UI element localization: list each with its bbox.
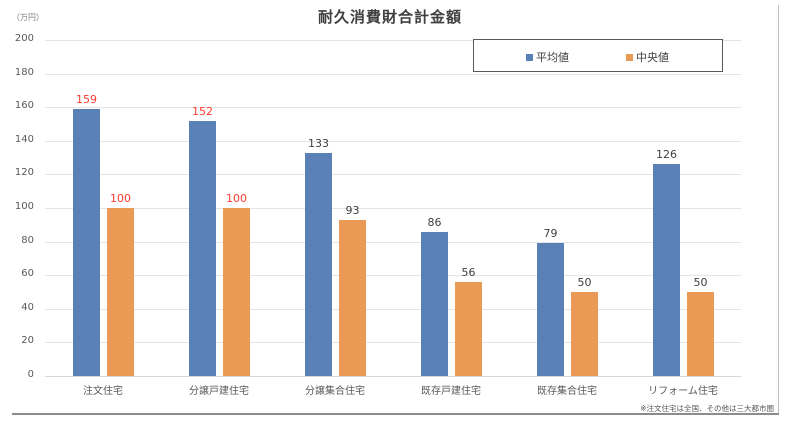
data-label: 79 (543, 227, 558, 241)
legend-swatch-orange-icon (626, 53, 633, 61)
bar-average (653, 164, 680, 376)
bar-median (223, 208, 250, 376)
y-tick-label: 120 (14, 167, 34, 179)
data-label: 50 (577, 276, 592, 289)
frame-bottom-border (12, 413, 779, 415)
y-tick-label: 200 (14, 33, 34, 44)
bar-average (73, 108, 100, 376)
data-label: 100 (226, 192, 247, 205)
x-category-label: 分譲戸建住宅 (189, 386, 249, 397)
legend: 平均値 中央値 (473, 39, 723, 72)
y-tick-label: 60 (21, 268, 34, 280)
y-tick-label: 100 (14, 201, 34, 212)
y-tick-label: 40 (21, 301, 34, 313)
y-tick-label: 80 (21, 234, 34, 246)
bar-average (421, 231, 448, 376)
bar-average (537, 243, 564, 376)
bar-median (107, 208, 134, 376)
gridline-20 (45, 342, 741, 344)
data-label: 93 (345, 203, 360, 217)
y-tick-label: 160 (14, 100, 34, 112)
gridline-60 (45, 275, 741, 277)
footnote: ※注文住宅は全国、その他は三大都市圏 (640, 404, 774, 413)
y-tick-label: 180 (14, 66, 34, 78)
gridline-180 (45, 73, 741, 75)
data-label: 152 (192, 104, 213, 118)
legend-swatch-blue-icon (526, 53, 533, 61)
legend-item-average: 平均値 (526, 49, 569, 65)
gridline-140 (45, 140, 741, 142)
gridline-80 (45, 241, 741, 243)
chart-title: 耐久消費財合計金額 (317, 8, 462, 26)
bar-median (571, 292, 598, 376)
gridline-160 (45, 107, 741, 109)
bar-average (305, 152, 332, 376)
data-label: 126 (656, 148, 677, 162)
legend-item-median: 中央値 (626, 49, 669, 65)
data-label: 86 (427, 215, 442, 229)
x-category-label: 既存集合住宅 (537, 386, 597, 397)
y-axis-unit-label: （万円） (12, 13, 44, 22)
data-label: 100 (110, 192, 131, 205)
y-tick-label: 0 (27, 369, 34, 380)
x-axis-line (45, 376, 741, 377)
data-label: 133 (308, 136, 329, 150)
data-label: 50 (693, 276, 708, 289)
legend-label-average: 平均値 (536, 51, 569, 64)
frame-right-border (778, 5, 779, 415)
bar-average (189, 120, 216, 376)
x-category-label: リフォーム住宅 (648, 386, 718, 397)
data-label: 56 (461, 265, 476, 279)
gridline-120 (45, 174, 741, 176)
gridline-200 (45, 40, 741, 41)
y-tick-label: 20 (21, 335, 34, 347)
x-category-label: 注文住宅 (83, 386, 123, 397)
y-tick-label: 140 (14, 133, 34, 145)
gridline-40 (45, 308, 741, 310)
x-category-label: 分譲集合住宅 (305, 386, 365, 397)
gridline-100 (45, 208, 741, 209)
bar-median (687, 292, 714, 376)
bar-median (339, 219, 366, 376)
x-category-label: 既存戸建住宅 (421, 386, 481, 397)
bar-median (455, 281, 482, 376)
data-label: 159 (76, 92, 97, 106)
legend-label-median: 中央値 (636, 51, 669, 64)
